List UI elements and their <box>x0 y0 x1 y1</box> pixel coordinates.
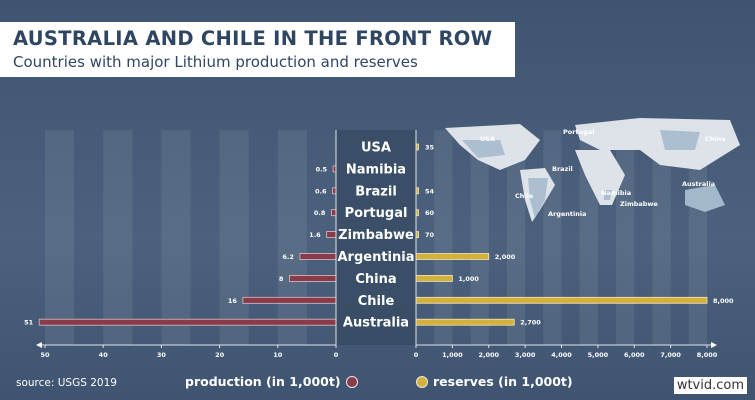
grid-stripe <box>161 130 191 345</box>
category-label: Zimbabwe <box>338 228 414 243</box>
category-label: Chile <box>358 294 395 309</box>
map-label: Chile <box>515 192 534 200</box>
production-tick-label: 10 <box>273 351 283 359</box>
reserves-value-label: 54 <box>425 187 435 195</box>
category-label: Portugal <box>345 206 408 221</box>
right-arrow-icon <box>711 342 717 348</box>
reserves-tick-label: 1,000 <box>442 351 463 359</box>
world-map-shape <box>462 140 505 158</box>
reserves-value-label: 60 <box>425 209 435 217</box>
grid-stripe <box>277 130 307 345</box>
world-map-shape <box>528 178 548 218</box>
production-tick-label: 0 <box>334 351 339 359</box>
world-map-shape <box>604 190 612 200</box>
category-label: Brazil <box>355 184 397 199</box>
category-label: USA <box>361 141 391 156</box>
reserves-tick-label: 3,000 <box>515 351 536 359</box>
chart-title: AUSTRALIA AND CHILE IN THE FRONT ROW <box>13 27 493 50</box>
watermark: wtvid.com <box>673 377 747 394</box>
grid-stripe <box>543 130 562 345</box>
map-label: Brazil <box>552 165 573 173</box>
grid-stripe <box>434 130 453 345</box>
reserves-tick-label: 5,000 <box>588 351 609 359</box>
production-tick-label: 20 <box>215 351 225 359</box>
reserves-bar <box>415 296 708 304</box>
legend-reserves: reserves (in 1,000t) <box>416 374 573 389</box>
reserves-value-label: 2,000 <box>495 253 516 261</box>
reserves-tick-label: 4,000 <box>551 351 572 359</box>
production-bar <box>289 274 337 282</box>
reserves-dot-icon <box>416 375 428 388</box>
production-tick-label: 50 <box>40 351 50 359</box>
reserves-tick-label: 6,000 <box>624 351 645 359</box>
reserves-value-label: 2,700 <box>520 319 541 327</box>
production-value-label: 0.5 <box>316 165 328 173</box>
production-bar <box>330 209 337 217</box>
source-note: source: USGS 2019 <box>16 377 117 389</box>
reserves-value-label: 70 <box>425 231 435 239</box>
production-bar <box>38 318 337 326</box>
production-bar <box>242 296 337 304</box>
production-dot-icon <box>345 375 358 388</box>
map-label: China <box>705 135 726 143</box>
legend-reserves-label: reserves (in 1,000t) <box>433 374 573 389</box>
grid-stripe <box>688 130 707 345</box>
chart-subtitle: Countries with major Lithium production … <box>13 53 418 71</box>
map-label: Australia <box>682 180 715 188</box>
production-value-label: 0.6 <box>315 187 327 195</box>
title-box: AUSTRALIA AND CHILE IN THE FRONT ROW Cou… <box>0 22 515 77</box>
reserves-tick-label: 7,000 <box>660 351 681 359</box>
production-tick-label: 30 <box>157 351 167 359</box>
reserves-bar <box>415 318 515 326</box>
grid-stripe <box>219 130 249 345</box>
reserves-value-label: 1,000 <box>458 275 479 283</box>
grid-stripe <box>616 130 635 345</box>
world-map-shape <box>685 185 725 212</box>
map-label: Zimbabwe <box>620 200 658 208</box>
production-value-label: 51 <box>24 319 34 327</box>
production-tick-label: 40 <box>99 351 109 359</box>
reserves-bar <box>415 274 453 282</box>
production-bar <box>299 253 337 260</box>
category-label: Australia <box>343 316 409 331</box>
left-arrow-icon <box>36 342 42 348</box>
legend-production-label: production (in 1,000t) <box>185 374 341 389</box>
production-value-label: 6.2 <box>282 253 294 261</box>
production-value-label: 1.6 <box>309 231 321 239</box>
category-label: Namibia <box>346 162 406 177</box>
category-label: China <box>355 272 396 287</box>
category-label: Argentinia <box>337 250 414 265</box>
grid-stripe <box>45 130 75 345</box>
reserves-value-label: 8,000 <box>713 297 734 305</box>
world-map-shape <box>660 130 700 150</box>
reserves-value-label: 35 <box>425 144 435 152</box>
production-value-label: 8 <box>279 275 284 283</box>
map-label: USA <box>480 135 495 143</box>
map-label: Argentinia <box>548 210 587 218</box>
grid-stripe <box>103 130 133 345</box>
reserves-tick-label: 8,000 <box>697 351 718 359</box>
production-value-label: 16 <box>228 297 238 305</box>
grid-stripe <box>506 130 526 345</box>
legend-production: production (in 1,000t) <box>185 374 358 389</box>
production-value-label: 0.8 <box>314 209 326 217</box>
grid-stripe <box>652 130 671 345</box>
grid-stripe <box>470 130 489 345</box>
category-panel <box>336 130 416 345</box>
reserves-tick-label: 0 <box>414 351 419 359</box>
production-bar <box>332 187 337 195</box>
production-bar <box>326 231 337 239</box>
world-map-shape <box>575 150 625 205</box>
map-label: Portugal <box>563 128 594 136</box>
world-map-shape <box>575 118 740 170</box>
reserves-bar <box>415 253 490 260</box>
reserves-tick-label: 2,000 <box>478 351 499 359</box>
map-label: Namibia <box>601 189 631 197</box>
